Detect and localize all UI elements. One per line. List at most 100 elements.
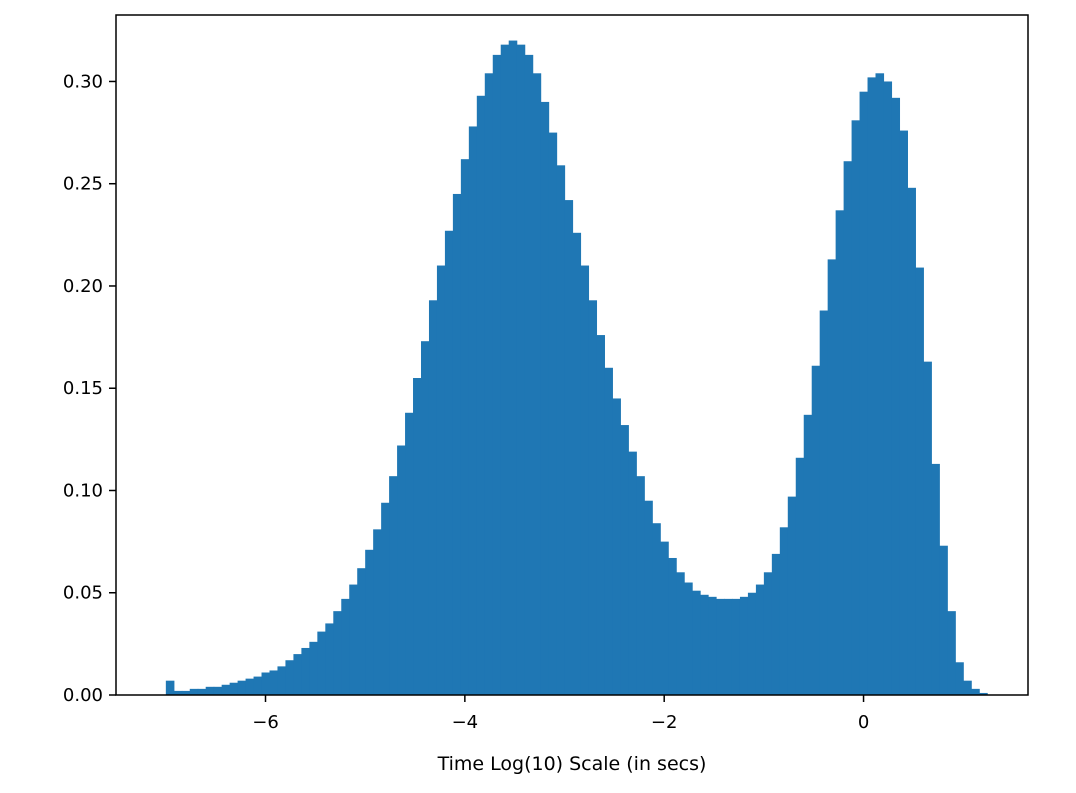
histogram-bar [652,523,661,695]
histogram-bar [604,367,613,695]
histogram-bar [899,130,908,696]
y-tick-label: 0.15 [63,378,103,399]
histogram-bar [524,54,534,695]
histogram-bar [349,584,358,695]
histogram-bar [875,73,885,696]
histogram-bar [237,680,247,695]
histogram-bar [708,596,717,695]
histogram-bar [739,596,749,695]
histogram-bar [700,594,709,695]
histogram-bar [173,690,183,695]
histogram-bar [644,500,653,695]
histogram-bar [963,680,972,695]
histogram-bar [851,120,861,695]
histogram-bar [716,598,725,695]
x-tick-label: −4 [452,712,479,733]
histogram-bar [548,132,558,696]
histogram-bar [883,81,893,696]
histogram-bar [436,265,446,695]
y-tick-label: 0.10 [63,480,103,501]
histogram-bar [444,230,454,695]
x-tick-label: −6 [252,712,279,733]
histogram-bar [979,692,988,695]
histogram-bar [421,341,430,695]
histogram-bar [389,476,398,695]
histogram-bar [253,676,263,695]
histogram-bar [373,529,382,695]
x-tick-label: 0 [858,712,869,733]
histogram-bars [165,40,988,696]
histogram-bar [181,690,191,695]
y-tick-label: 0.05 [63,583,103,604]
histogram-bar [460,159,470,695]
histogram-bar [763,572,773,695]
histogram-bar [803,414,813,695]
histogram-bar [476,95,486,695]
histogram-bar [676,572,685,695]
histogram-bar [731,598,741,695]
histogram-bar [269,670,279,695]
histogram-bar [317,631,326,695]
histogram-bar [261,672,271,695]
histogram-bar [205,686,215,695]
histogram-bar [381,502,390,695]
histogram-bar [572,232,582,696]
histogram-bar [532,73,542,696]
histogram-bar [724,598,733,695]
histogram-bar [492,54,502,695]
histogram-bar [588,300,598,695]
x-tick-label: −2 [651,712,678,733]
histogram-bar [787,496,797,695]
histogram-bar [285,660,295,695]
histogram-bar [484,73,494,696]
histogram-bar [755,584,765,695]
histogram-bar [843,161,853,696]
histogram-bar [636,476,645,695]
histogram-bar [747,592,757,695]
histogram-bar [452,193,462,695]
histogram-bar [229,682,239,695]
histogram-bar [357,568,366,695]
y-axis: 0.00 0.05 0.10 0.15 0.20 0.25 0.30 [63,71,116,706]
y-tick-label: 0.20 [63,276,103,297]
histogram-bar [692,590,701,695]
histogram-bar [668,557,677,695]
histogram-bar [827,259,837,695]
histogram-bar [413,378,422,695]
histogram-bar [819,310,829,695]
histogram-bar [468,126,478,695]
y-tick-label: 0.30 [63,71,103,92]
histogram-bar [915,267,924,695]
histogram-bar [556,165,566,695]
histogram-bar [245,678,255,695]
histogram-bar [779,527,789,695]
histogram-bar [620,425,629,695]
histogram-bar [947,611,956,695]
histogram-bar [923,361,932,695]
histogram-bar [580,265,590,695]
histogram-bar [333,611,342,695]
histogram-bar [277,666,287,695]
histogram-bar [771,553,781,695]
histogram-bar [891,97,901,695]
histogram-bar [301,647,310,695]
histogram-bar [684,582,693,695]
histogram-bar [428,300,438,695]
histogram-bar [867,77,877,695]
histogram-bar [564,200,574,695]
histogram-bar [309,641,318,695]
histogram-bar [197,688,207,695]
histogram-bar [835,210,845,695]
histogram-bar [795,457,805,695]
histogram-bar [213,686,223,695]
histogram-bar [811,365,821,695]
histogram-bar [596,335,605,695]
histogram-bar [325,623,334,695]
histogram-bar [612,398,621,695]
histogram-bar [971,688,980,695]
histogram-bar [293,654,302,695]
histogram-bar [628,451,637,695]
histogram-bar [341,598,350,695]
histogram-bar [939,545,948,695]
